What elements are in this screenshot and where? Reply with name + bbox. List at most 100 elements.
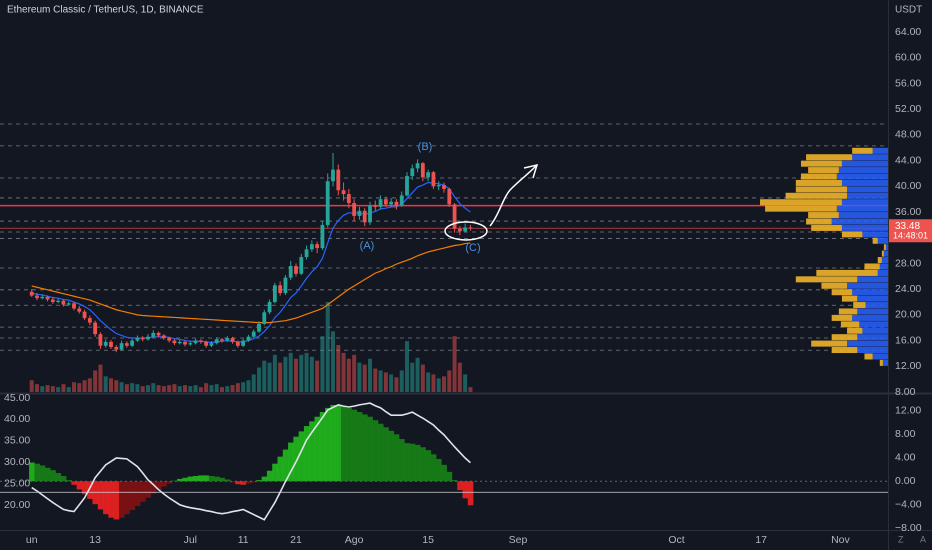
candle-body bbox=[420, 163, 425, 178]
candle-body bbox=[50, 299, 55, 303]
momentum-bar bbox=[229, 481, 236, 483]
candle-body bbox=[172, 340, 177, 344]
volume-bar bbox=[114, 380, 119, 392]
profile-down bbox=[872, 237, 878, 244]
profile-up bbox=[847, 340, 888, 347]
momentum-bar bbox=[277, 456, 284, 482]
candle-body bbox=[341, 190, 346, 195]
momentum-bar bbox=[92, 481, 99, 505]
profile-up bbox=[885, 244, 888, 251]
y-tick-label: 60.00 bbox=[895, 52, 921, 64]
arrow-head bbox=[523, 163, 539, 179]
x-tick-label: 13 bbox=[89, 534, 101, 546]
y-tick-label: 8.00 bbox=[895, 386, 916, 398]
candle-body bbox=[225, 338, 230, 341]
momentum-bar bbox=[140, 481, 146, 502]
profile-up bbox=[838, 212, 888, 219]
profile-down bbox=[811, 340, 848, 347]
profile-up bbox=[857, 276, 888, 283]
momentum-bar bbox=[187, 476, 194, 482]
x-tick-label: Ago bbox=[345, 534, 364, 546]
volume-bar bbox=[93, 370, 98, 392]
momentum-bar bbox=[29, 462, 35, 482]
momentum-bar bbox=[409, 443, 416, 482]
candle-body bbox=[357, 210, 362, 216]
candle-body bbox=[283, 277, 288, 294]
volume-bar bbox=[320, 336, 325, 392]
volume-bar bbox=[362, 364, 367, 392]
y-tick-label: 24.00 bbox=[895, 283, 921, 295]
profile-down bbox=[795, 179, 842, 186]
candle-body bbox=[114, 347, 119, 350]
volume-bar bbox=[119, 382, 124, 392]
oscillator-line bbox=[31, 402, 471, 521]
toolbar-button[interactable]: Z bbox=[898, 534, 904, 544]
profile-up bbox=[857, 347, 888, 354]
unit-label: USDT bbox=[895, 5, 922, 16]
profile-down bbox=[841, 295, 858, 302]
momentum-bar bbox=[166, 481, 173, 484]
momentum-bar bbox=[377, 423, 384, 482]
volume-bar bbox=[188, 386, 193, 392]
candle-body bbox=[235, 341, 240, 346]
momentum-bar bbox=[325, 407, 331, 482]
candle-body bbox=[399, 195, 404, 206]
candle-body bbox=[198, 340, 203, 342]
candle-body bbox=[272, 285, 277, 303]
momentum-bar bbox=[124, 481, 130, 515]
volume-bar bbox=[420, 364, 425, 392]
profile-down bbox=[795, 276, 858, 283]
profile-up bbox=[879, 263, 888, 270]
candle-body bbox=[262, 312, 267, 324]
volume-bar bbox=[352, 354, 357, 392]
candle-body bbox=[336, 169, 341, 191]
volume-bar bbox=[262, 360, 267, 392]
x-tick-label: 11 bbox=[238, 534, 249, 546]
profile-down bbox=[877, 257, 882, 264]
profile-up bbox=[847, 282, 888, 289]
left-tick-label: 20.00 bbox=[4, 499, 30, 511]
candle-body bbox=[267, 302, 272, 313]
volume-bar bbox=[399, 370, 404, 392]
momentum-bar bbox=[71, 481, 77, 485]
profile-up bbox=[881, 257, 888, 264]
momentum-bar bbox=[203, 475, 210, 482]
volume-bar bbox=[283, 356, 288, 392]
candle-body bbox=[98, 334, 103, 346]
toolbar-button[interactable]: A bbox=[920, 534, 926, 544]
profile-down bbox=[806, 218, 832, 225]
profile-up bbox=[836, 205, 888, 212]
candle-body bbox=[251, 331, 256, 337]
candle-body bbox=[304, 249, 309, 258]
momentum-bar bbox=[309, 421, 315, 482]
profile-down bbox=[808, 212, 839, 219]
volume-bar bbox=[452, 336, 457, 392]
candle-body bbox=[405, 176, 409, 196]
momentum-bar bbox=[420, 447, 426, 482]
momentum-bar bbox=[44, 467, 51, 482]
volume-bar bbox=[146, 385, 150, 392]
momentum-bar bbox=[266, 470, 273, 482]
volume-bar bbox=[220, 387, 224, 392]
candle-body bbox=[346, 194, 351, 204]
volume-bar bbox=[325, 302, 330, 392]
momentum-bar bbox=[256, 480, 262, 482]
y-tick-label: 64.00 bbox=[895, 26, 921, 38]
candle-body bbox=[183, 341, 187, 345]
volume-bar bbox=[124, 384, 129, 392]
y-tick-label: 40.00 bbox=[895, 180, 921, 192]
volume-bar bbox=[167, 385, 172, 392]
profile-down bbox=[785, 192, 848, 199]
momentum-bar bbox=[177, 478, 183, 482]
momentum-bar bbox=[214, 476, 220, 482]
price-pane bbox=[0, 123, 888, 392]
volume-bar bbox=[56, 387, 61, 392]
momentum-bar bbox=[446, 471, 453, 482]
momentum-bar bbox=[351, 409, 358, 482]
momentum-bar bbox=[457, 481, 463, 491]
profile-down bbox=[841, 231, 863, 238]
candle-body bbox=[315, 244, 320, 249]
volume-bar bbox=[267, 362, 272, 392]
volume-bar bbox=[389, 374, 394, 392]
